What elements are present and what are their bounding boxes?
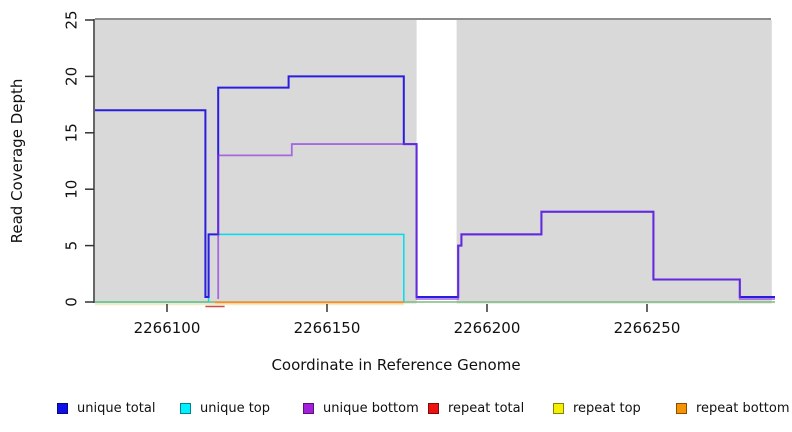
y-tick-label: 20 bbox=[63, 67, 81, 86]
legend-swatch-repeat-top bbox=[553, 402, 564, 414]
coverage-plot: 0 5 10 15 20 25 2266100 2266150 2266200 2266250 bbox=[63, 10, 775, 337]
x-tick-label: 2266150 bbox=[294, 319, 361, 337]
series-line-unique-bottom bbox=[217, 143, 775, 300]
y-axis-title: Read Coverage Depth bbox=[8, 78, 26, 244]
legend-item-unique-bottom: unique bottom bbox=[303, 399, 419, 417]
legend-label: repeat top bbox=[573, 400, 641, 416]
legend-item-unique-total: unique total bbox=[57, 399, 155, 417]
x-axis-title: Coordinate in Reference Genome bbox=[271, 356, 521, 374]
panel-shaded-region-0 bbox=[95, 20, 417, 304]
panel-shaded-region-1 bbox=[456, 20, 772, 304]
y-tick-label: 5 bbox=[63, 241, 81, 251]
plot-legend: unique total unique top unique bottom repea… bbox=[0, 399, 792, 423]
legend-swatch-unique-total bbox=[57, 402, 68, 414]
legend-label: repeat bottom bbox=[696, 400, 790, 416]
legend-item-repeat-total: repeat total bbox=[428, 399, 524, 417]
legend-item-repeat-bottom: repeat bottom bbox=[676, 399, 790, 417]
legend-swatch-repeat-bottom bbox=[676, 402, 687, 414]
legend-swatch-repeat-total bbox=[428, 402, 439, 414]
x-tick-label: 2266250 bbox=[614, 319, 681, 337]
legend-item-repeat-top: repeat top bbox=[553, 399, 641, 417]
y-tick-label: 15 bbox=[63, 123, 81, 142]
x-tick-label: 2266200 bbox=[454, 319, 521, 337]
legend-label: unique top bbox=[200, 400, 271, 416]
legend-label: unique total bbox=[77, 400, 156, 416]
y-tick-label: 25 bbox=[63, 10, 81, 29]
legend-label: unique bottom bbox=[323, 400, 419, 416]
legend-label: repeat total bbox=[448, 400, 525, 416]
legend-item-unique-top: unique top bbox=[180, 399, 270, 417]
y-tick-label: 10 bbox=[63, 180, 81, 199]
y-tick-label: 0 bbox=[63, 297, 81, 307]
legend-swatch-unique-top bbox=[180, 402, 191, 414]
x-tick-label: 2266100 bbox=[134, 319, 201, 337]
legend-swatch-unique-bottom bbox=[303, 402, 314, 414]
